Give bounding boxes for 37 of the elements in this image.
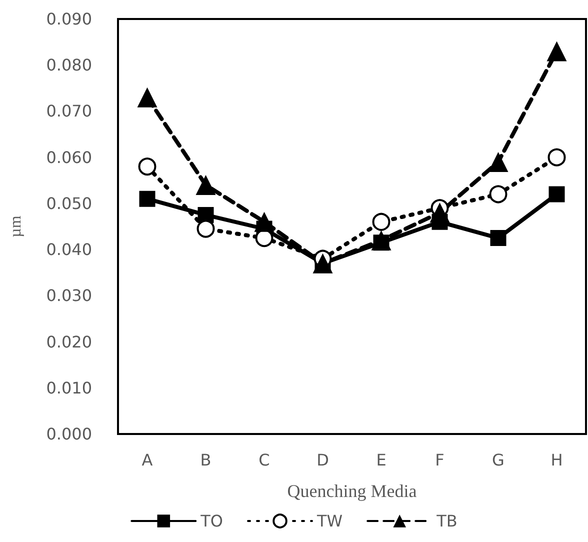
y-tick-label: 0.000 (46, 424, 92, 444)
y-axis-title: µm (8, 215, 24, 238)
x-tick-label: E (376, 450, 386, 470)
x-tick-label: H (550, 450, 563, 470)
point (372, 212, 390, 231)
point (371, 230, 392, 250)
point (490, 230, 506, 246)
point (137, 87, 158, 108)
point (488, 152, 508, 172)
x-axis-title: Quenching Media (287, 481, 417, 501)
point (430, 202, 450, 223)
x-tick-label: A (142, 450, 153, 470)
x-tick-label: G (492, 450, 504, 470)
y-tick-label: 0.090 (46, 10, 92, 28)
y-tick-label: 0.070 (46, 102, 92, 121)
y-tick-label: 0.080 (46, 56, 92, 75)
point (489, 185, 508, 204)
point (196, 175, 216, 195)
y-tick-label: 0.040 (46, 240, 92, 260)
y-tick-label: 0.020 (46, 332, 92, 352)
y-tick-label: 0.060 (46, 148, 92, 167)
point (548, 186, 565, 202)
y-tick-label: 0.050 (46, 194, 92, 213)
y-tick-label: 0.030 (46, 286, 92, 306)
x-tick-label: B (200, 450, 212, 470)
point (196, 220, 215, 238)
point (139, 190, 156, 207)
y-tick-label: 0.010 (46, 378, 92, 398)
legend-label: TB (436, 512, 458, 530)
x-tick-label: F (435, 450, 444, 470)
x-tick-label: C (258, 450, 270, 470)
point (138, 158, 156, 176)
point (546, 41, 567, 62)
legend-label: TW (316, 512, 343, 530)
point (548, 148, 566, 166)
x-tick-label: D (316, 450, 329, 470)
legend-label: TO (200, 512, 224, 530)
